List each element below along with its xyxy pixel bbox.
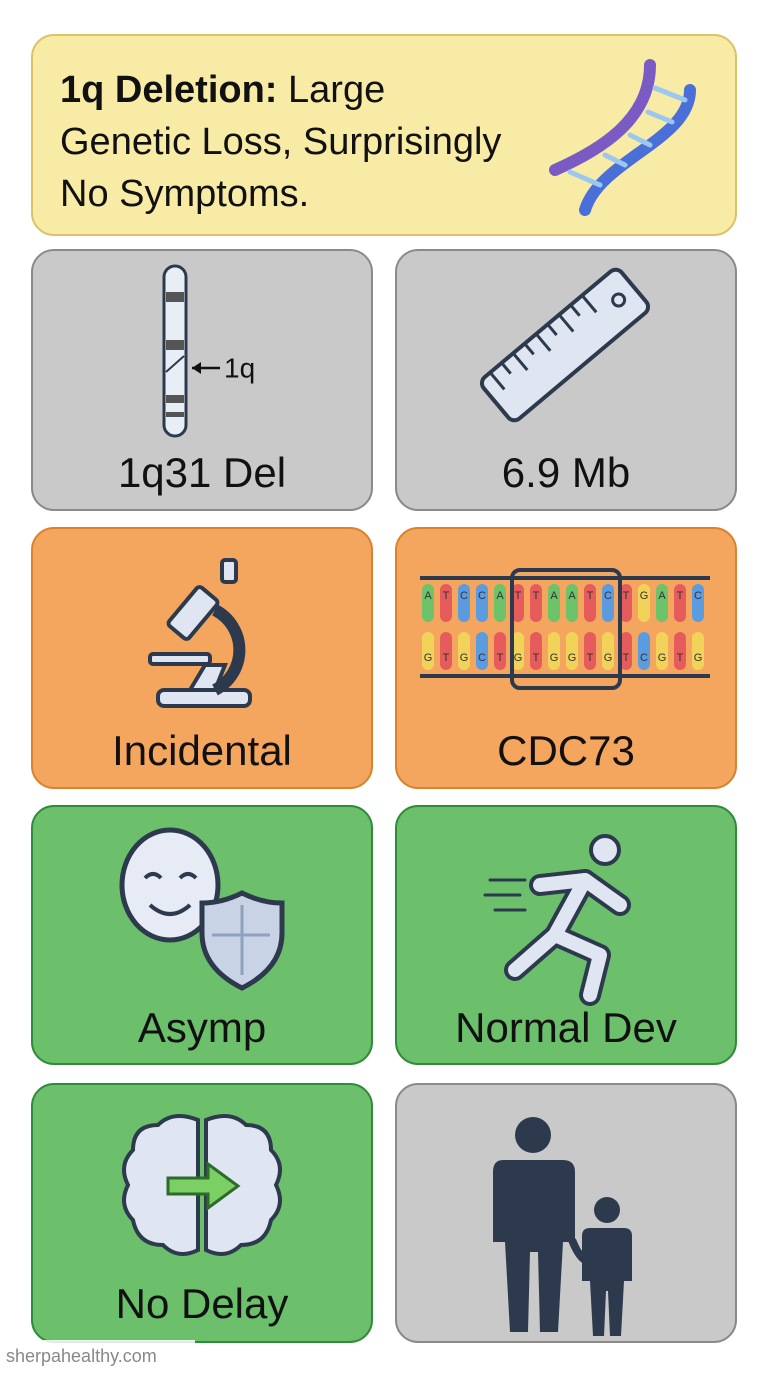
base [584,632,596,670]
base [620,632,632,670]
icon-label: 1q [224,352,255,383]
base-letter: T [677,652,684,664]
base-letter: T [533,652,540,664]
base-letter: A [658,590,666,602]
base-letter: T [587,590,594,602]
base-letter: G [640,590,649,602]
base [512,632,524,670]
base-letter: C [478,590,486,602]
base [656,584,668,622]
base [692,632,704,670]
card-label: 1q31 Del [118,449,286,496]
base-letter: G [460,652,469,664]
watermark-bg [0,1340,195,1376]
title-line: Large [288,69,385,111]
base [674,632,686,670]
title-bold: 1q Deletion: [60,69,277,111]
base [656,632,668,670]
base [494,584,506,622]
watermark: sherpahealthy.com [6,1346,157,1366]
dna-icon [549,59,696,216]
base-letter: G [514,652,523,664]
base-letter: T [623,652,630,664]
card-label: Asymp [138,1004,266,1051]
base [602,584,614,622]
base [476,584,488,622]
base [440,632,452,670]
microscope-icon [148,558,252,708]
base-letter: G [694,652,703,664]
base-letter: G [568,652,577,664]
base-letter: G [424,652,433,664]
base-letter: C [694,590,702,602]
base-letter: T [443,590,450,602]
base [638,632,650,670]
base [548,632,560,670]
brain-icon [122,1114,282,1256]
base [440,584,452,622]
header-title: 1q Deletion: Large [60,69,385,111]
base-letter: A [550,590,558,602]
card-label: 6.9 Mb [502,449,630,496]
base [530,632,542,670]
base-letter: T [587,652,594,664]
base-letter: A [496,590,504,602]
card-label: CDC73 [497,727,635,774]
base-letter: G [604,652,613,664]
card-label: No Delay [116,1280,289,1327]
base-letter: T [623,590,630,602]
base [458,584,470,622]
base [602,632,614,670]
base-letter: G [658,652,667,664]
base-letter: T [443,652,450,664]
highlight-box [510,568,622,690]
base [566,632,578,670]
card [31,249,373,511]
base-letter: A [568,590,576,602]
base-letter: C [478,652,486,664]
base-letter: C [604,590,612,602]
sequence-icon: A T C C A T T A A T C T G A T CG T G C T G T G G T G T C G T G [420,568,710,690]
base [476,632,488,670]
base [548,584,560,622]
base [530,584,542,622]
base [584,584,596,622]
base-letter: G [550,652,559,664]
base [422,584,434,622]
base [620,584,632,622]
base [494,632,506,670]
base-letter: C [640,652,648,664]
card [31,1083,373,1343]
base [638,584,650,622]
chromosome-icon: 1q [162,264,255,438]
card-label: Normal Dev [455,1004,677,1051]
base [458,632,470,670]
base-letter: C [460,590,468,602]
card-label: Incidental [112,727,292,774]
base [692,584,704,622]
base-letter: A [424,590,432,602]
base [566,584,578,622]
base [512,584,524,622]
runner-icon [483,834,631,1006]
asymptomatic-icon [119,827,285,991]
base-letter: T [515,590,522,602]
base [422,632,434,670]
base-letter: T [497,652,504,664]
title-line: No Symptoms. [60,173,309,215]
base-letter: T [677,590,684,602]
ruler-icon [479,267,651,423]
header-box [31,34,737,236]
base [674,584,686,622]
base-letter: T [533,590,540,602]
title-line: Genetic Loss, Surprisingly [60,121,501,163]
family-icon [493,1117,632,1336]
